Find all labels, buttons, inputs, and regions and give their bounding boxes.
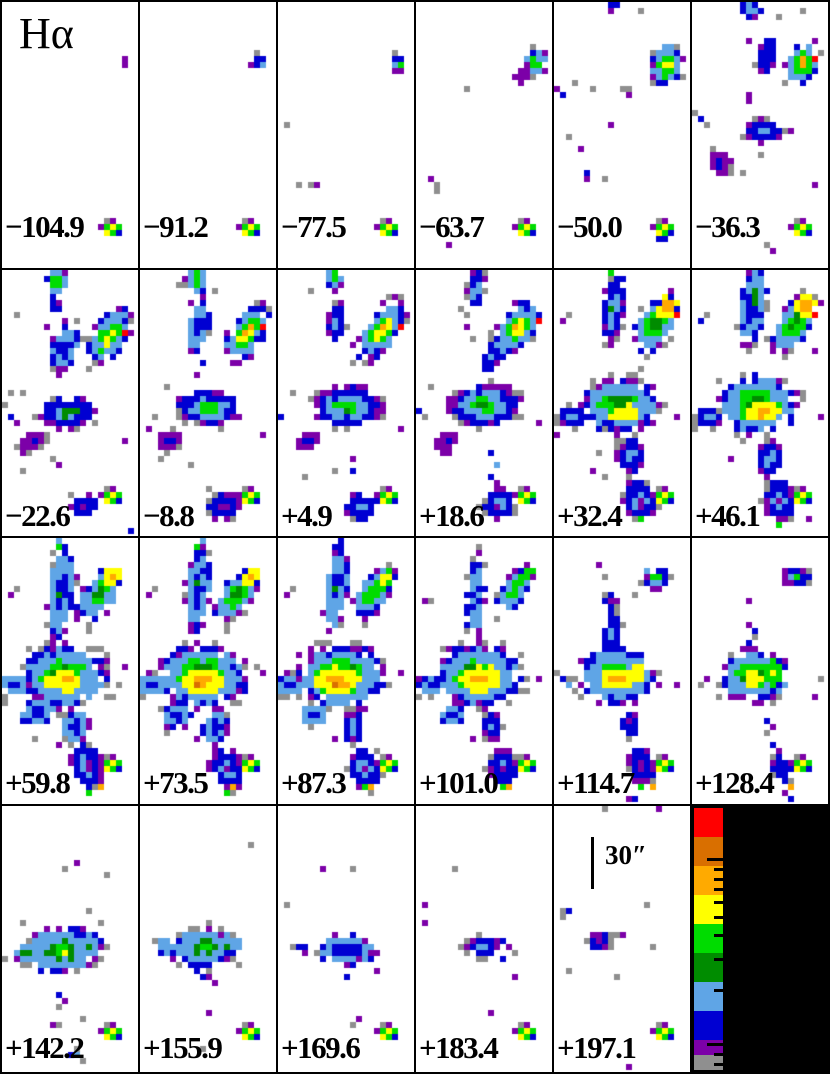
velocity-panel: −22.6 bbox=[2, 270, 138, 536]
velocity-panel: +142.2 bbox=[2, 806, 138, 1072]
colorbar-segment-gray bbox=[694, 1055, 723, 1070]
colorbar-segment-yellow bbox=[694, 895, 723, 924]
velocity-label: +4.9 bbox=[281, 498, 333, 533]
emission-map-canvas bbox=[692, 2, 828, 268]
emission-map-canvas bbox=[554, 2, 690, 268]
velocity-panel: +114.7 bbox=[554, 538, 690, 804]
emission-map-canvas bbox=[692, 270, 828, 536]
colorbar-tick-major bbox=[707, 1043, 726, 1046]
scale-bar-label: 30″ bbox=[605, 840, 647, 870]
emission-map-canvas bbox=[416, 538, 552, 804]
velocity-panel: +18.6 bbox=[416, 270, 552, 536]
velocity-label: +169.6 bbox=[281, 1030, 361, 1065]
emission-map-canvas bbox=[692, 538, 828, 804]
velocity-panel: +46.1 bbox=[692, 270, 828, 536]
velocity-label: −50.0 bbox=[557, 209, 623, 244]
velocity-panel: +155.9 bbox=[140, 806, 276, 1072]
colorbar-tick bbox=[714, 989, 726, 992]
colorbar-segment-green bbox=[694, 924, 723, 953]
velocity-label: +18.6 bbox=[419, 498, 485, 533]
velocity-panel: −91.2 bbox=[140, 2, 276, 268]
velocity-label: +87.3 bbox=[281, 765, 347, 800]
colorbar-segment-blue bbox=[694, 1011, 723, 1040]
emission-map-canvas bbox=[416, 270, 552, 536]
emission-map-canvas bbox=[2, 538, 138, 804]
velocity-panel: +87.3 bbox=[278, 538, 414, 804]
velocity-label: −63.7 bbox=[419, 209, 485, 244]
emission-map-canvas bbox=[140, 806, 276, 1072]
velocity-label: +73.5 bbox=[143, 765, 209, 800]
velocity-panel: +59.8 bbox=[2, 538, 138, 804]
velocity-label: +59.8 bbox=[5, 765, 71, 800]
colorbar-tick bbox=[714, 934, 726, 937]
velocity-panel: +128.4 bbox=[692, 538, 828, 804]
scale-bar bbox=[591, 837, 594, 889]
velocity-label: −91.2 bbox=[143, 209, 209, 244]
velocity-label: +32.4 bbox=[557, 498, 623, 533]
colorbar-tick bbox=[714, 888, 726, 891]
colorbar-tick bbox=[714, 868, 726, 871]
emission-map-canvas bbox=[140, 270, 276, 536]
velocity-panel: +4.9 bbox=[278, 270, 414, 536]
velocity-panel: −63.7 bbox=[416, 2, 552, 268]
emission-map-canvas bbox=[278, 806, 414, 1072]
emission-map-canvas bbox=[278, 2, 414, 268]
velocity-label: +142.2 bbox=[5, 1030, 85, 1065]
velocity-label: −22.6 bbox=[5, 498, 71, 533]
velocity-label: −8.8 bbox=[143, 498, 195, 533]
velocity-panel: +101.0 bbox=[416, 538, 552, 804]
velocity-label: +197.1 bbox=[557, 1030, 637, 1065]
velocity-label: −104.9 bbox=[5, 209, 85, 244]
velocity-label: +114.7 bbox=[557, 765, 635, 800]
velocity-label: −36.3 bbox=[695, 209, 761, 244]
velocity-label: +101.0 bbox=[419, 765, 499, 800]
velocity-panel: −104.9 Hα bbox=[2, 2, 138, 268]
colorbar-tick bbox=[714, 916, 726, 919]
emission-map-canvas bbox=[554, 806, 690, 1072]
emission-map-canvas bbox=[416, 806, 552, 1072]
colorbar-segment-red bbox=[694, 808, 723, 837]
emission-map-canvas bbox=[2, 806, 138, 1072]
velocity-label: +128.4 bbox=[695, 765, 775, 800]
colorbar-tick bbox=[714, 958, 726, 961]
colorbar-tick bbox=[714, 1053, 726, 1056]
colorbar bbox=[694, 808, 723, 1070]
velocity-panel: +73.5 bbox=[140, 538, 276, 804]
emission-map-canvas bbox=[2, 270, 138, 536]
emission-map-canvas bbox=[416, 2, 552, 268]
velocity-panel: −36.3 bbox=[692, 2, 828, 268]
emission-map-canvas bbox=[278, 538, 414, 804]
velocity-panel: +197.1 30″ bbox=[554, 806, 690, 1072]
colorbar-segment-light-blue bbox=[694, 982, 723, 1011]
emission-map-canvas bbox=[554, 538, 690, 804]
velocity-panel: +32.4 bbox=[554, 270, 690, 536]
emission-map-canvas bbox=[554, 270, 690, 536]
line-label: Hα bbox=[19, 9, 74, 58]
velocity-label: −77.5 bbox=[281, 209, 347, 244]
emission-map-canvas bbox=[278, 270, 414, 536]
velocity-panel: +169.6 bbox=[278, 806, 414, 1072]
emission-map-canvas bbox=[140, 2, 276, 268]
velocity-panel: −50.0 bbox=[554, 2, 690, 268]
colorbar-tick bbox=[714, 1063, 726, 1066]
velocity-panel: −8.8 bbox=[140, 270, 276, 536]
velocity-label: +155.9 bbox=[143, 1030, 223, 1065]
velocity-panel: −77.5 bbox=[278, 2, 414, 268]
colorbar-segment-dark-orange bbox=[694, 837, 723, 866]
velocity-label: +46.1 bbox=[695, 498, 761, 533]
emission-map-canvas bbox=[2, 2, 138, 268]
velocity-label: +183.4 bbox=[419, 1030, 499, 1065]
colorbar-segment-dark-green bbox=[694, 953, 723, 982]
velocity-panel: +183.4 bbox=[416, 806, 552, 1072]
colorbar-tick-major bbox=[707, 858, 726, 861]
colorbar-tick bbox=[714, 878, 726, 881]
emission-map-canvas bbox=[140, 538, 276, 804]
colorbar-cell bbox=[692, 806, 828, 1072]
colorbar-tick bbox=[714, 901, 726, 904]
